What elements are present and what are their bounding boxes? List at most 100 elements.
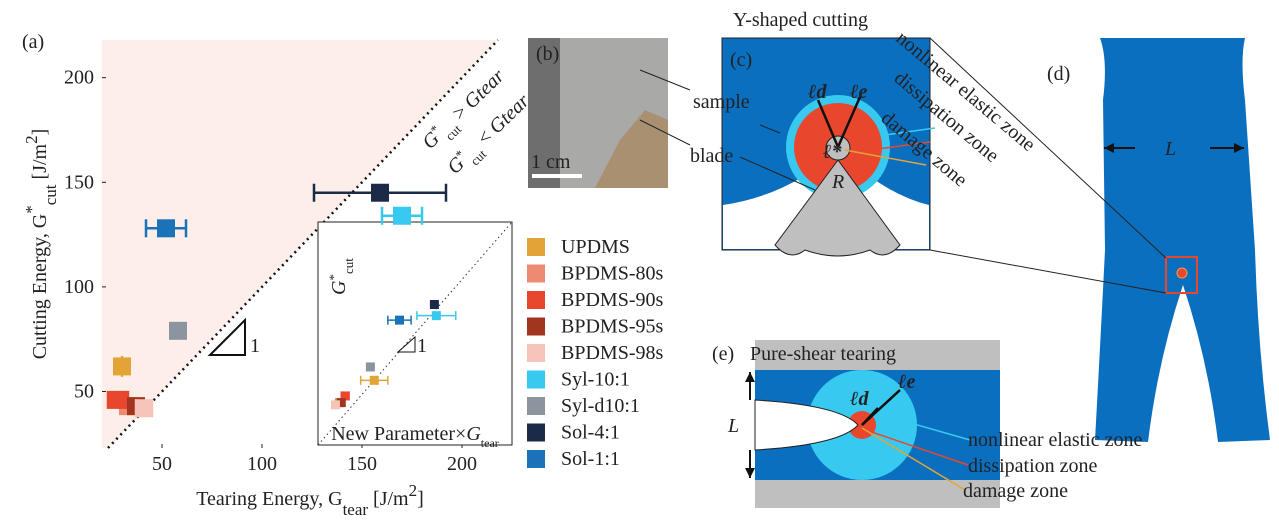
text-part: 2 — [22, 135, 41, 144]
arrow — [861, 407, 879, 426]
inset-slope-label: 1 — [417, 335, 427, 357]
text-part: Gtear — [485, 90, 534, 138]
y-tick-label: 50 — [74, 381, 94, 403]
ell-e: ℓe — [850, 81, 868, 103]
notch — [754, 399, 859, 451]
point — [113, 357, 131, 376]
x-axis-label: Tearing Energy, Gtear [J/m2] — [196, 481, 424, 519]
point — [369, 375, 379, 385]
point — [393, 206, 411, 225]
legend-label: Sol-1:1 — [561, 448, 620, 470]
text-part: G — [29, 214, 51, 228]
inset-y-label: G*cut — [326, 258, 356, 295]
point — [431, 311, 441, 321]
text-part: ℓd — [808, 81, 828, 103]
x-tick-label: 200 — [447, 453, 477, 475]
point — [340, 391, 350, 401]
ell-star: ℓ* — [823, 141, 843, 163]
photo-label: blade — [690, 145, 733, 167]
y-sample — [1095, 38, 1270, 442]
text-part: tear — [481, 436, 499, 450]
text-part: ℓe — [850, 81, 868, 103]
arrow — [836, 96, 862, 148]
legend-label: BPDMS-80s — [561, 263, 663, 285]
arrowhead — [1104, 143, 1114, 153]
leader — [884, 127, 936, 136]
photo-label: sample — [693, 91, 750, 113]
y-axis-label: Cutting Energy, G*cut [J/m2] — [22, 129, 60, 360]
ell-e: ℓe — [898, 371, 916, 393]
legend-swatch — [527, 238, 545, 256]
point — [135, 399, 153, 418]
width-label: L — [1164, 138, 1176, 160]
arrowhead — [745, 468, 755, 478]
panel-label: (b) — [536, 43, 559, 65]
point — [169, 321, 187, 340]
scale-label: 1 cm — [531, 151, 571, 173]
point — [365, 362, 375, 372]
zone-label: damage zone — [963, 480, 1068, 502]
leader — [844, 149, 927, 166]
legend-swatch — [527, 264, 545, 283]
panel-label: (c) — [730, 49, 752, 71]
legend-swatch — [527, 450, 545, 468]
text-part: G — [328, 280, 350, 295]
panel-label: (a) — [22, 31, 44, 53]
point — [371, 183, 389, 202]
text-part: ] — [29, 129, 51, 136]
point — [157, 219, 175, 238]
blade-tip — [825, 135, 851, 161]
text-part: * — [326, 274, 341, 281]
text-part: * — [22, 205, 41, 214]
legend-swatch — [527, 370, 545, 389]
legend-swatch — [527, 397, 545, 415]
legend-label: Syl-10:1 — [561, 369, 630, 391]
inset-frame — [317, 221, 513, 446]
slope-label: 1 — [250, 335, 260, 357]
text-part: G — [328, 488, 342, 510]
point — [109, 390, 127, 409]
point — [336, 398, 346, 408]
slope-triangle — [207, 317, 246, 356]
text-part: ℓ* — [823, 141, 843, 163]
legend-label: Syl-d10:1 — [561, 395, 640, 417]
point — [330, 400, 340, 410]
inset-x-label: New Parameter×Gtear — [331, 423, 499, 450]
text-part: ℓe — [898, 371, 916, 393]
text-part: New Parameter× — [331, 423, 466, 445]
diagram-title: Y-shaped cutting — [733, 9, 868, 31]
leader — [639, 69, 691, 91]
zoom-line — [929, 249, 1167, 294]
arrowhead — [1234, 143, 1244, 153]
text-part: Cutting Energy, — [29, 233, 51, 359]
ell-d: ℓd — [850, 388, 870, 410]
panel-label: (e) — [712, 343, 734, 365]
legend-swatch — [527, 291, 545, 309]
point — [394, 315, 404, 325]
radius-label: R — [831, 171, 844, 193]
zone-label: dissipation zone — [968, 455, 1098, 477]
legend-label: Sol-4:1 — [561, 422, 620, 444]
arrowhead — [745, 372, 755, 382]
photo-blade — [595, 110, 668, 188]
text-part: cut — [442, 121, 464, 143]
legend-swatch — [527, 423, 545, 442]
point — [429, 300, 439, 310]
legend-label: BPDMS-95s — [561, 316, 663, 338]
arrow — [816, 99, 840, 148]
legend-label: UPDMS — [561, 236, 630, 258]
zoom-box — [1165, 256, 1198, 294]
y-tick-label: 150 — [64, 171, 94, 193]
text-part: cut — [41, 184, 60, 205]
text-part: [J/m — [373, 488, 409, 510]
leader — [639, 119, 691, 146]
leader — [759, 124, 781, 134]
text-part: Tearing Energy, — [196, 488, 323, 510]
x-tick-label: 150 — [347, 453, 377, 475]
text-part: 2 — [409, 481, 418, 500]
text-part: cut — [341, 258, 356, 274]
ell-d: ℓd — [808, 81, 828, 103]
text-part: G — [466, 423, 481, 445]
